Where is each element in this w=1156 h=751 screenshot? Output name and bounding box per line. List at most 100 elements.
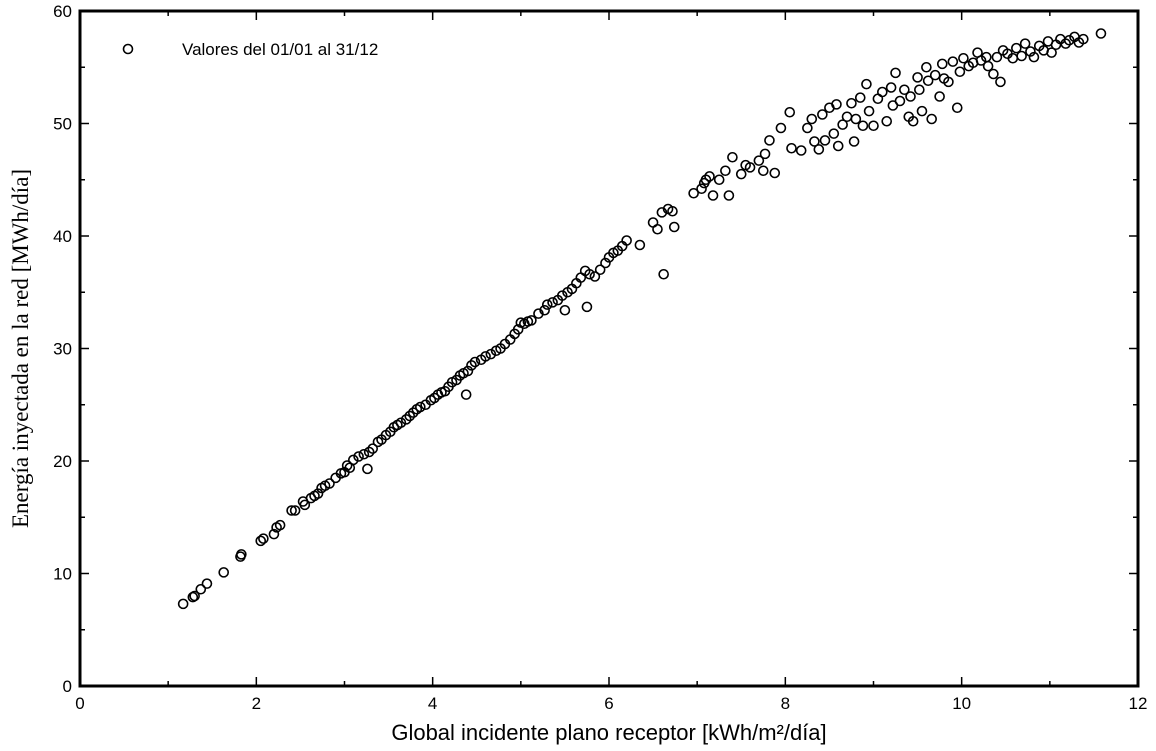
data-point (367, 443, 379, 454)
data-point (881, 115, 893, 127)
data-point (539, 304, 550, 316)
data-point (831, 99, 842, 110)
data-point (652, 223, 663, 235)
y-tick-label: 50 (53, 115, 72, 134)
data-point (312, 488, 324, 499)
data-point (943, 76, 954, 88)
data-point (757, 165, 769, 177)
y-tick-label: 20 (53, 452, 72, 471)
data-point (480, 351, 491, 362)
data-point (581, 301, 593, 313)
x-tick-label: 8 (781, 694, 790, 713)
data-point (707, 190, 719, 201)
data-point (958, 52, 969, 64)
x-axis-label: Global incidente plano receptor [kWh/m²/… (391, 720, 826, 745)
data-point (324, 478, 335, 489)
data-point (863, 105, 875, 117)
data-point (289, 505, 301, 516)
data-point (922, 75, 934, 87)
data-point (854, 92, 866, 103)
data-point (813, 144, 825, 155)
data-point (274, 519, 286, 531)
legend-label: Valores del 01/01 al 31/12 (182, 40, 378, 59)
data-point (975, 55, 987, 66)
data-point (688, 187, 699, 199)
data-point (658, 268, 669, 280)
data-point (817, 109, 828, 120)
plot-frame (78, 9, 1140, 688)
legend: Valores del 01/01 al 31/12 (122, 40, 378, 59)
data-point (407, 407, 419, 418)
data-point (589, 271, 601, 282)
data-point (837, 119, 848, 130)
data-points (177, 28, 1107, 610)
x-tick-label: 12 (1129, 694, 1148, 713)
data-point (723, 190, 735, 201)
data-point (594, 264, 606, 276)
data-point (258, 533, 269, 544)
data-point (466, 360, 477, 371)
data-point (541, 299, 553, 310)
data-point (1060, 38, 1072, 49)
data-point (720, 165, 731, 177)
data-point (991, 51, 1003, 63)
data-point (1095, 28, 1107, 39)
data-point (988, 68, 999, 80)
data-point (177, 598, 189, 610)
data-point (759, 148, 771, 160)
data-point (201, 578, 213, 589)
data-point (929, 69, 941, 81)
data-point (848, 136, 860, 147)
data-point (861, 78, 872, 90)
data-point (358, 448, 370, 460)
data-point (727, 151, 738, 163)
data-point (704, 171, 715, 182)
data-point (547, 297, 558, 308)
data-point (784, 106, 796, 118)
data-point (404, 410, 416, 422)
data-point (556, 290, 568, 301)
data-point (1016, 50, 1027, 62)
x-tick-label: 4 (428, 694, 437, 713)
data-point (395, 417, 407, 429)
data-point (656, 207, 668, 218)
data-point (362, 463, 373, 475)
data-point (1019, 38, 1031, 49)
data-point (713, 174, 725, 186)
data-point (353, 451, 364, 462)
data-point (916, 105, 928, 117)
data-point (868, 120, 879, 132)
axis-ticks: 0 2 4 6 8 10 12 0 10 20 30 40 50 60 (53, 2, 1147, 713)
data-point (795, 145, 807, 156)
data-point (286, 505, 297, 516)
data-point (832, 140, 844, 152)
data-point (926, 113, 937, 125)
data-point (841, 111, 853, 123)
data-point (187, 591, 199, 603)
data-point (819, 135, 831, 146)
data-point (621, 235, 632, 246)
y-axis-label: Energía inyectada en la red [MWh/día] (8, 169, 33, 528)
data-point (189, 590, 200, 602)
data-point (753, 155, 765, 166)
data-point (809, 136, 820, 147)
data-point (668, 221, 680, 233)
data-point (363, 446, 375, 458)
data-point (802, 122, 813, 134)
y-tick-label: 10 (53, 565, 72, 584)
data-point (905, 91, 916, 102)
data-point (885, 82, 897, 93)
data-point (469, 356, 481, 368)
data-point (526, 315, 537, 326)
data-point (806, 113, 818, 125)
data-point (775, 122, 787, 134)
y-tick-label: 40 (53, 227, 72, 246)
data-point (894, 95, 906, 107)
data-point (600, 257, 611, 269)
data-point (348, 454, 359, 466)
x-tick-label: 6 (604, 694, 613, 713)
data-point (341, 460, 353, 471)
data-point (907, 115, 919, 127)
data-point (1063, 34, 1075, 46)
